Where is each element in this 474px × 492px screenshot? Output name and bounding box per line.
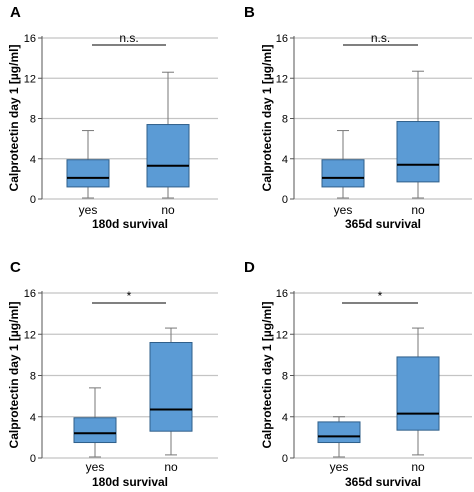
y-tick-label: 16 [24,288,36,300]
x-axis-label: 365d survival [345,475,421,489]
panel-label: C [10,259,21,276]
box-yes [321,130,365,199]
y-tick-label: 16 [276,33,288,45]
y-tick-label: 12 [276,329,288,341]
y-tick-label: 8 [30,371,36,383]
y-tick-label: 4 [282,154,288,166]
box-yes [66,130,110,199]
x-tick-label: yes [79,203,98,217]
panel-label: A [10,4,21,21]
y-tick-label: 16 [276,288,288,300]
x-tick-label: no [411,203,425,217]
x-axis-label: 180d survival [92,217,168,231]
x-tick-label: no [161,203,175,217]
x-tick-label: yes [86,460,105,474]
box-body [66,159,110,188]
y-tick-label: 0 [30,194,36,206]
x-tick-label: yes [330,460,349,474]
y-axis-label: Calprotectin day 1 [µg/ml] [7,45,21,192]
significance-label: n.s. [371,31,390,45]
y-tick-label: 12 [24,73,36,85]
y-tick-label: 16 [24,33,36,45]
y-tick-label: 0 [30,453,36,465]
x-tick-label: no [164,460,178,474]
y-tick-label: 8 [282,114,288,126]
y-tick-label: 4 [282,412,288,424]
box-no [396,327,440,456]
box-no [146,71,190,199]
box-yes [317,416,361,458]
box-body [396,121,440,183]
y-axis-label: Calprotectin day 1 [µg/ml] [7,302,21,449]
box-no [396,70,440,199]
panel-label: B [244,4,255,21]
y-axis-label: Calprotectin day 1 [µg/ml] [260,302,274,449]
x-tick-label: no [411,460,425,474]
x-axis-label: 180d survival [92,475,168,489]
y-tick-label: 4 [30,412,36,424]
x-tick-label: yes [334,203,353,217]
box-yes [73,387,117,458]
y-tick-label: 12 [276,73,288,85]
box-body [321,159,365,188]
significance-label: n.s. [119,31,138,45]
y-axis-label: Calprotectin day 1 [µg/ml] [260,45,274,192]
y-tick-label: 12 [24,329,36,341]
significance-label: * [378,289,383,303]
y-tick-label: 0 [282,194,288,206]
box-body [317,421,361,444]
panel-label: D [244,259,255,276]
significance-label: * [127,289,132,303]
box-body [149,342,193,432]
y-tick-label: 8 [30,114,36,126]
box-body [73,417,117,444]
box-body [396,356,440,431]
y-tick-label: 0 [282,453,288,465]
y-tick-label: 4 [30,154,36,166]
x-axis-label: 365d survival [345,217,421,231]
box-body [146,124,190,188]
y-tick-label: 8 [282,371,288,383]
box-no [149,327,193,456]
